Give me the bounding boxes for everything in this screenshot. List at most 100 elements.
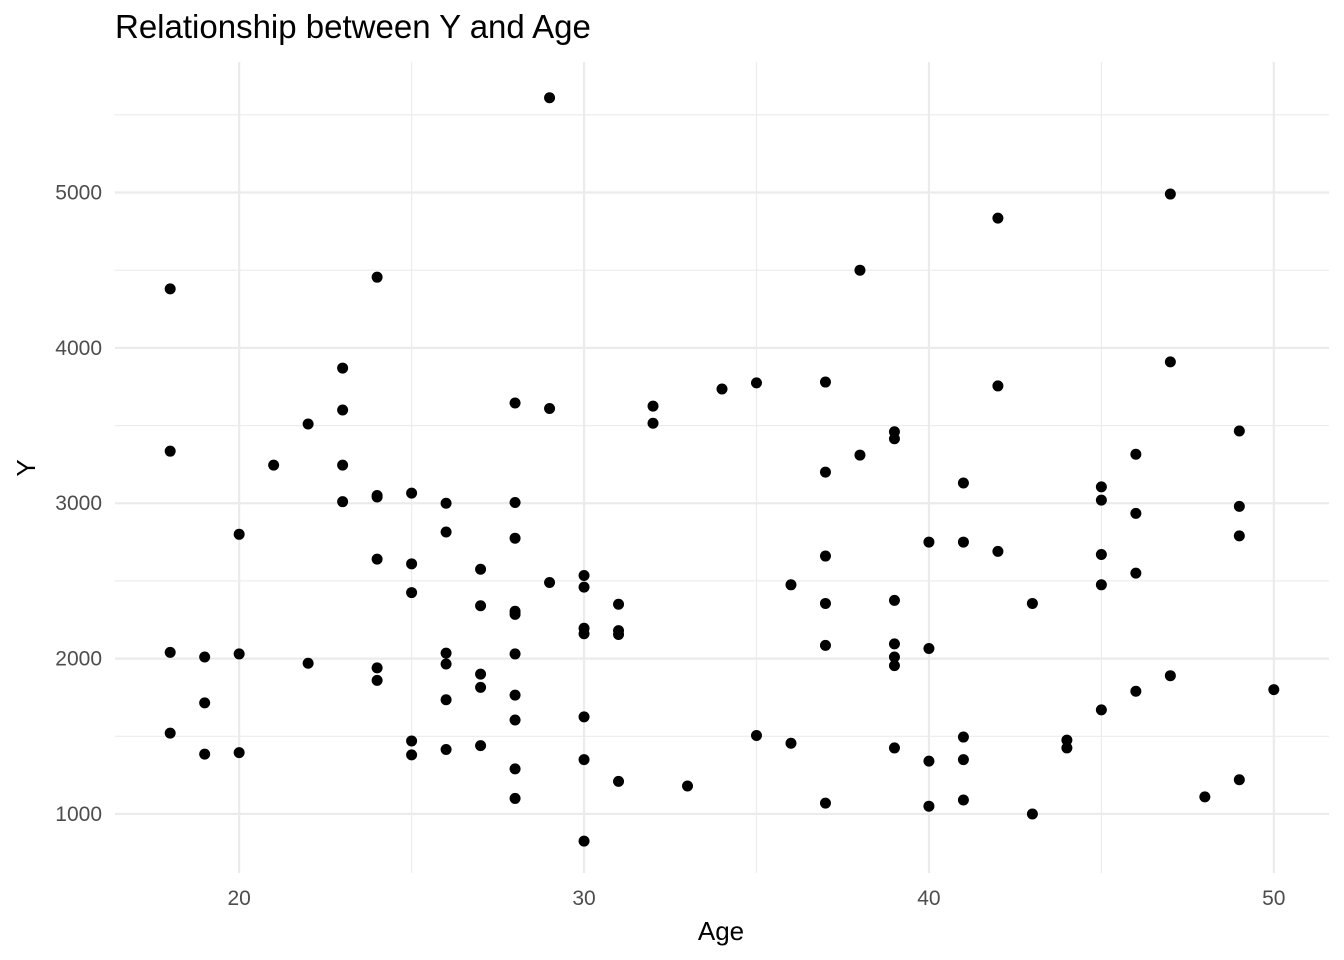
data-point xyxy=(440,647,452,659)
data-point xyxy=(854,264,866,276)
data-point xyxy=(819,597,831,609)
data-point xyxy=(1130,685,1142,697)
data-point xyxy=(406,587,418,599)
data-point xyxy=(647,417,659,429)
data-point xyxy=(475,681,487,693)
data-point xyxy=(509,714,521,726)
data-point xyxy=(544,92,556,104)
data-point xyxy=(233,648,245,660)
data-point xyxy=(888,660,900,672)
data-point xyxy=(440,658,452,670)
data-point xyxy=(578,628,590,640)
data-point xyxy=(1268,684,1280,696)
y-tick-label: 3000 xyxy=(55,492,102,515)
data-point xyxy=(475,668,487,680)
data-point xyxy=(716,383,728,395)
data-point xyxy=(509,763,521,775)
data-point xyxy=(1130,507,1142,519)
data-point xyxy=(1095,579,1107,591)
y-tick-label: 5000 xyxy=(55,182,102,205)
data-point xyxy=(578,581,590,593)
data-point xyxy=(509,792,521,804)
data-point xyxy=(923,642,935,654)
data-point xyxy=(819,797,831,809)
data-point xyxy=(957,794,969,806)
data-point xyxy=(1095,481,1107,493)
data-point xyxy=(164,283,176,295)
data-point xyxy=(613,598,625,610)
data-point xyxy=(1233,530,1245,542)
data-point xyxy=(509,648,521,660)
data-point xyxy=(819,466,831,478)
data-point xyxy=(475,740,487,752)
data-point xyxy=(957,731,969,743)
data-point xyxy=(923,800,935,812)
data-point xyxy=(199,748,211,760)
data-point xyxy=(302,657,314,669)
data-point xyxy=(854,449,866,461)
x-axis-title: Age xyxy=(698,916,744,946)
x-tick-label: 30 xyxy=(572,887,595,910)
tick-labels: 20 30 40 50 1000 2000 3000 4000 5000 xyxy=(55,182,1285,910)
data-point xyxy=(578,754,590,766)
data-point xyxy=(888,651,900,663)
data-point xyxy=(371,674,383,686)
x-tick-label: 40 xyxy=(917,887,940,910)
data-point xyxy=(785,737,797,749)
data-point xyxy=(1199,791,1211,803)
data-point xyxy=(647,400,659,412)
data-point xyxy=(578,569,590,581)
data-point xyxy=(233,528,245,540)
data-point xyxy=(888,433,900,445)
x-tick-label: 20 xyxy=(227,887,250,910)
data-point xyxy=(544,576,556,588)
data-point xyxy=(1164,670,1176,682)
x-tick-label: 50 xyxy=(1262,887,1285,910)
data-point xyxy=(992,212,1004,224)
data-point xyxy=(785,579,797,591)
data-point xyxy=(1233,500,1245,512)
data-point xyxy=(1095,494,1107,506)
data-point xyxy=(992,545,1004,557)
data-point xyxy=(923,755,935,767)
data-point xyxy=(578,711,590,723)
data-point xyxy=(1095,549,1107,561)
data-point xyxy=(1164,356,1176,368)
data-point xyxy=(1164,188,1176,200)
data-point xyxy=(544,402,556,414)
y-tick-label: 4000 xyxy=(55,337,102,360)
y-tick-label: 2000 xyxy=(55,648,102,671)
data-point xyxy=(475,563,487,575)
chart-title: Relationship between Y and Age xyxy=(115,8,591,45)
data-point xyxy=(750,377,762,389)
data-point xyxy=(509,397,521,409)
y-axis-title: Y xyxy=(11,459,41,476)
data-point xyxy=(233,747,245,759)
data-point xyxy=(371,491,383,503)
grid-layer xyxy=(115,62,1329,873)
data-point xyxy=(750,730,762,742)
data-point xyxy=(371,271,383,283)
data-points xyxy=(164,92,1280,847)
data-point xyxy=(819,376,831,388)
data-point xyxy=(1061,742,1073,754)
data-point xyxy=(302,418,314,430)
data-point xyxy=(406,487,418,499)
data-point xyxy=(337,362,349,374)
data-point xyxy=(509,532,521,544)
data-point xyxy=(164,727,176,739)
data-point xyxy=(682,780,694,792)
data-point xyxy=(957,536,969,548)
data-point xyxy=(440,694,452,706)
data-point xyxy=(509,689,521,701)
data-point xyxy=(888,742,900,754)
data-point xyxy=(199,697,211,709)
data-point xyxy=(440,497,452,509)
data-point xyxy=(371,662,383,674)
data-point xyxy=(371,553,383,565)
data-point xyxy=(164,445,176,457)
data-point xyxy=(923,536,935,548)
data-point xyxy=(1095,704,1107,716)
data-point xyxy=(406,735,418,747)
